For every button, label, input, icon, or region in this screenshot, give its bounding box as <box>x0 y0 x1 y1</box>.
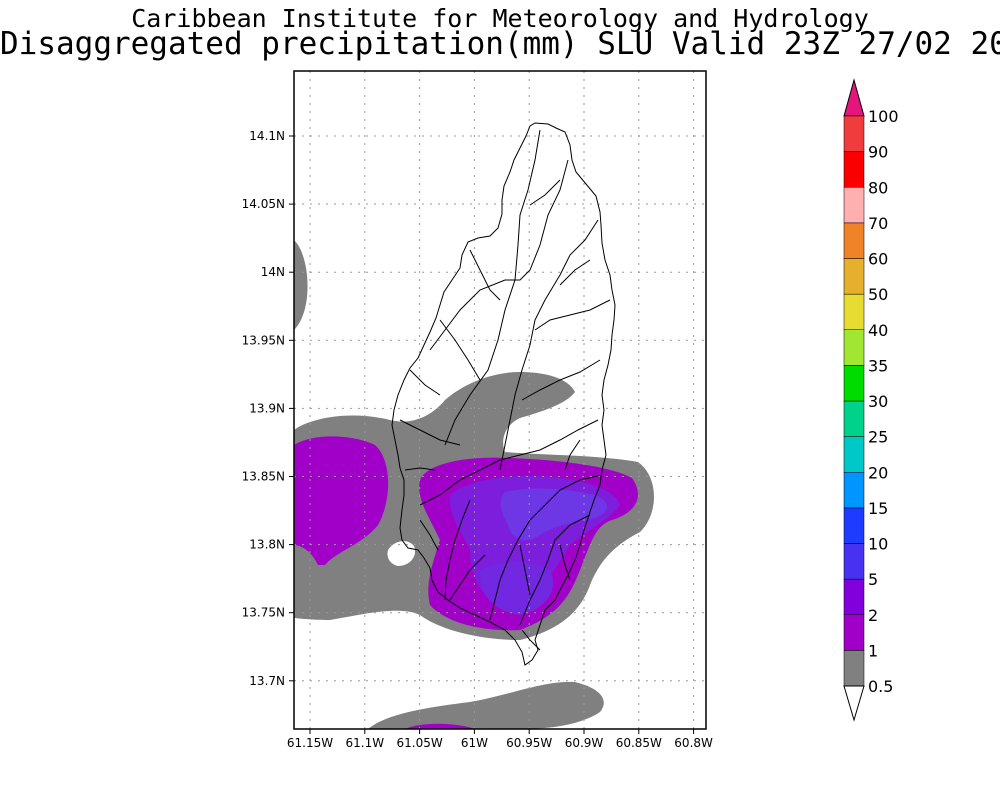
colorbar-swatch <box>843 472 865 509</box>
title-line-2: Disaggregated precipitation(mm) SLU Vali… <box>0 26 1000 62</box>
colorbar-under-triangle <box>843 685 865 722</box>
lat-tick-label: 13.75N <box>242 606 285 620</box>
island-outline <box>391 122 616 666</box>
river <box>419 519 439 551</box>
map-frame <box>293 70 707 730</box>
map-gridlines <box>294 71 706 729</box>
colorbar-label: 10 <box>868 535 888 554</box>
river <box>439 319 481 381</box>
rain-area-heavy-south <box>479 561 554 615</box>
river <box>399 419 461 446</box>
colorbar-label: 2 <box>868 606 878 625</box>
parish-boundary <box>489 474 603 621</box>
colorbar-swatch <box>843 400 865 437</box>
lon-tick-label: 60.95W <box>506 736 552 750</box>
river <box>559 544 571 581</box>
river <box>564 439 581 471</box>
parish-boundary <box>499 219 599 471</box>
rain-area-moderate <box>294 436 389 565</box>
river <box>519 544 531 596</box>
colorbar-swatch <box>843 293 865 330</box>
title-line-1: Caribbean Institute for Meteorology and … <box>131 4 869 33</box>
lon-tick-label: 60.8W <box>674 736 713 750</box>
colorbar-swatch <box>843 507 865 544</box>
lon-tick-label: 60.9W <box>565 736 604 750</box>
river <box>529 179 561 206</box>
colorbar-label: 80 <box>868 178 888 197</box>
colorbar-label: 90 <box>868 143 888 162</box>
colorbar-label: 35 <box>868 356 888 375</box>
parish-boundary <box>419 419 599 506</box>
colorbar-swatch <box>843 614 865 651</box>
lon-tick-label: 61.15W <box>287 736 333 750</box>
lon-tick-label: 61.1W <box>346 736 385 750</box>
colorbar-swatch <box>843 115 865 152</box>
colorbar-swatch <box>843 258 865 295</box>
river <box>404 467 436 471</box>
coastline <box>391 122 616 666</box>
rain-area-light <box>368 681 604 729</box>
lat-tick-label: 14.05N <box>242 197 285 211</box>
lat-tick-label: 13.7N <box>249 674 285 688</box>
colorbar-label: 50 <box>868 285 888 304</box>
parish-boundary <box>534 299 611 331</box>
colorbar-label: 1 <box>868 641 878 660</box>
lat-tick-label: 13.95N <box>242 333 285 347</box>
lat-tick-label: 13.85N <box>242 470 285 484</box>
rain-free-area <box>387 541 416 566</box>
colorbar-label: 25 <box>868 428 888 447</box>
river <box>409 369 441 396</box>
colorbar-swatch <box>843 187 865 224</box>
colorbar-label: 30 <box>868 392 888 411</box>
lat-tick-label: 14N <box>261 265 285 279</box>
precipitation-field <box>294 240 654 729</box>
lat-tick-label: 14.1N <box>249 129 285 143</box>
colorbar-over-triangle <box>843 78 865 117</box>
river <box>521 629 541 651</box>
lon-tick-label: 61.05W <box>396 736 442 750</box>
lat-tick-label: 13.9N <box>249 401 285 415</box>
parish-boundary <box>429 159 569 351</box>
colorbar-label: 70 <box>868 214 888 233</box>
parish-boundary <box>521 359 601 401</box>
lat-tick-label: 13.8N <box>249 538 285 552</box>
colorbar-swatch <box>843 329 865 366</box>
river <box>469 249 501 301</box>
lon-tick-label: 61W <box>461 736 488 750</box>
colorbar-label: 20 <box>868 463 888 482</box>
colorbar-swatch <box>843 436 865 473</box>
colorbar-swatch <box>843 151 865 188</box>
colorbar-swatch <box>843 543 865 580</box>
parish-boundary <box>444 129 541 446</box>
parish-boundary <box>444 499 471 601</box>
colorbar-label: 0.5 <box>868 677 893 696</box>
latitude-axis: 14.1N 14.05N 14N 13.95N 13.9N 13.85N 13.8N 13.7… <box>242 129 294 688</box>
river <box>559 259 591 286</box>
rain-area-moderate <box>405 723 475 729</box>
rain-area-light <box>294 240 308 330</box>
colorbar-label: 5 <box>868 570 878 589</box>
colorbar-label: 100 <box>868 107 899 126</box>
colorbar-swatch <box>843 578 865 615</box>
lon-tick-label: 60.85W <box>616 736 662 750</box>
colorbar-label: 15 <box>868 499 888 518</box>
parish-boundary <box>519 514 591 626</box>
colorbar-swatch <box>843 222 865 259</box>
colorbar-label: 40 <box>868 321 888 340</box>
colorbar-swatch <box>843 650 865 687</box>
colorbar-label: 60 <box>868 250 888 269</box>
river <box>449 554 486 601</box>
longitude-axis: 61.15W 61.1W 61.05W 61W 60.95W 60.9W 60.85W 60.… <box>287 729 713 750</box>
colorbar-swatch <box>843 365 865 402</box>
rain-area-heaviest <box>500 488 608 541</box>
